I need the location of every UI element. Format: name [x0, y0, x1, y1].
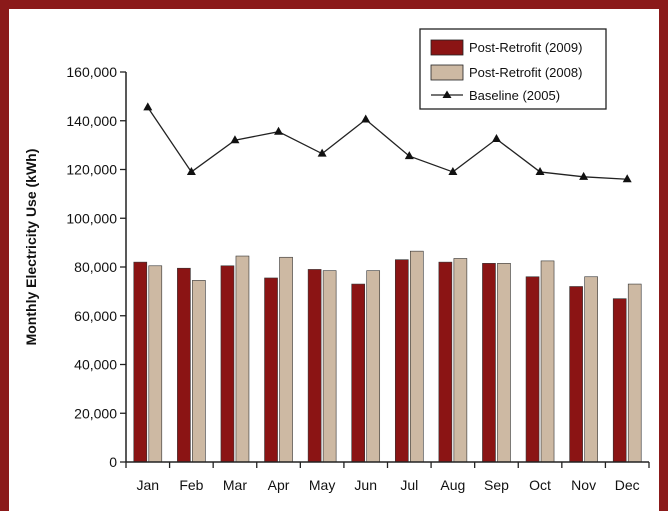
x-ticks-layer: Jan Feb Mar Apr May Jun Jul Aug Sep Oct Nov Dec: [125, 462, 650, 493]
y-axis-title: Monthly Electricity Use (kWh): [23, 149, 39, 346]
bar-post-2009: [569, 286, 583, 463]
bar-post-2009: [220, 265, 235, 463]
baseline-point: [579, 171, 589, 180]
bar-post-2009: [394, 259, 409, 463]
y-tick-label: 80,000: [74, 259, 117, 275]
legend-swatch-post-2009: [430, 39, 464, 56]
y-tick-label: 40,000: [74, 357, 117, 373]
y-tick-label: 20,000: [74, 405, 117, 421]
baseline-point: [274, 126, 284, 135]
baseline-point: [491, 134, 501, 143]
bar-post-2008: [322, 270, 337, 463]
x-tick-label: Mar: [223, 477, 247, 493]
bar-post-2008: [453, 258, 468, 463]
baseline-point: [535, 166, 545, 175]
bar-post-2009: [438, 261, 453, 463]
bar-post-2008: [192, 280, 206, 463]
baseline-point: [622, 174, 632, 183]
baseline-line: [147, 106, 628, 180]
bar-post-2009: [482, 263, 496, 463]
y-tick-label: 120,000: [66, 162, 117, 178]
x-tick-label: Oct: [529, 477, 551, 493]
legend-label-baseline: Baseline (2005): [469, 88, 560, 103]
y-tick-label: 100,000: [66, 210, 117, 226]
bar-post-2008: [409, 250, 424, 463]
legend-marker-baseline: [442, 90, 452, 98]
baseline-point: [448, 166, 458, 175]
x-tick-label: May: [309, 477, 335, 493]
legend-swatch-post-2008: [430, 64, 464, 81]
baseline-point: [230, 135, 240, 144]
x-tick-label: Aug: [440, 477, 465, 493]
bar-post-2008: [366, 270, 381, 463]
x-tick-label: Jul: [400, 477, 418, 493]
bar-post-2008: [279, 256, 293, 463]
baseline-point: [361, 114, 371, 123]
bar-post-2008: [584, 276, 598, 463]
baseline-line-layer: [143, 102, 632, 183]
baseline-point: [317, 148, 327, 157]
y-ticks-layer: 0 20,000 40,000 60,000 80,000 100,000 120,000 1…: [66, 64, 126, 470]
bar-post-2009: [177, 267, 191, 463]
electricity-chart: 0 20,000 40,000 60,000 80,000 100,000 120,000 1…: [23, 28, 650, 493]
legend-label-post-2009: Post-Retrofit (2009): [469, 40, 582, 55]
x-tick-label: Feb: [179, 477, 203, 493]
bar-post-2009: [351, 283, 366, 463]
bar-post-2009: [307, 269, 322, 463]
chart-panel: 0 20,000 40,000 60,000 80,000 100,000 120,000 1…: [9, 9, 659, 511]
x-tick-label: Nov: [571, 477, 596, 493]
y-tick-label: 60,000: [74, 308, 117, 324]
x-tick-label: Dec: [615, 477, 640, 493]
bar-post-2008: [497, 263, 511, 463]
bar-post-2008: [148, 265, 163, 463]
y-tick-label: 0: [109, 454, 117, 470]
bar-post-2009: [133, 261, 148, 463]
x-tick-label: Jan: [137, 477, 160, 493]
legend-label-post-2008: Post-Retrofit (2008): [469, 65, 582, 80]
bar-post-2008: [235, 255, 250, 463]
y-tick-label: 160,000: [66, 64, 117, 80]
baseline-point: [186, 166, 196, 175]
baseline-point: [143, 102, 153, 111]
bars-layer: [133, 250, 642, 463]
x-tick-label: Jun: [354, 477, 377, 493]
bar-post-2009: [264, 277, 278, 463]
bar-post-2009: [612, 298, 627, 463]
x-tick-label: Sep: [484, 477, 509, 493]
y-tick-label: 140,000: [66, 113, 117, 129]
bar-post-2008: [627, 283, 642, 463]
baseline-point: [404, 151, 414, 160]
bar-post-2008: [540, 260, 555, 463]
x-tick-label: Apr: [268, 477, 290, 493]
legend: Post-Retrofit (2009) Post-Retrofit (2008…: [419, 28, 607, 110]
bar-post-2009: [525, 276, 540, 463]
